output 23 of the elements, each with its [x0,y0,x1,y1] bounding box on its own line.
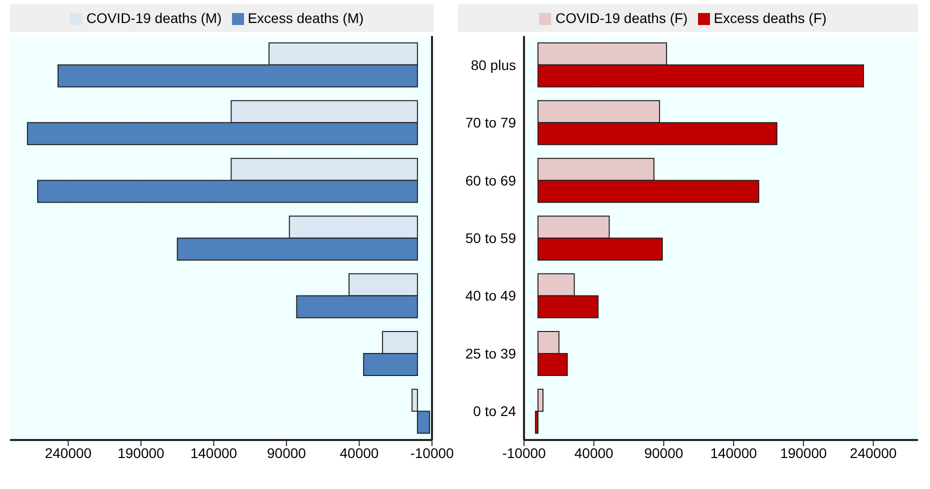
legend-label: COVID-19 deaths (F) [555,10,688,26]
x-tick-label: 190000 [118,444,165,461]
x-tick-label: 90000 [644,444,684,461]
x-tick-label: 240000 [850,444,897,461]
legend-label: Excess deaths (F) [714,10,827,26]
x-tick-label: 190000 [780,444,828,461]
y-tick-label: 60 to 69 [465,172,516,188]
y-tick-label: 0 to 24 [473,403,516,420]
x-tick-label: -10000 [410,444,454,461]
x-tick-label: 240000 [44,444,92,461]
x-tick-label: 140000 [190,444,238,461]
y-tick-label: 50 to 59 [465,230,516,246]
x-tick-label: 140000 [710,444,758,461]
legend-label: Excess deaths (M) [248,10,364,26]
legend-label: COVID-19 deaths (M) [86,10,222,26]
x-tick-label: -10000 [502,444,546,461]
x-tick-label: 90000 [267,444,306,461]
x-tick-label: 40000 [340,444,379,461]
y-tick-label: 25 to 39 [465,345,516,362]
y-tick-label: 40 to 49 [465,288,516,304]
y-tick-label: 70 to 79 [465,114,516,131]
x-tick-label: 40000 [574,444,614,461]
y-tick-label: 80 plus [470,56,516,73]
